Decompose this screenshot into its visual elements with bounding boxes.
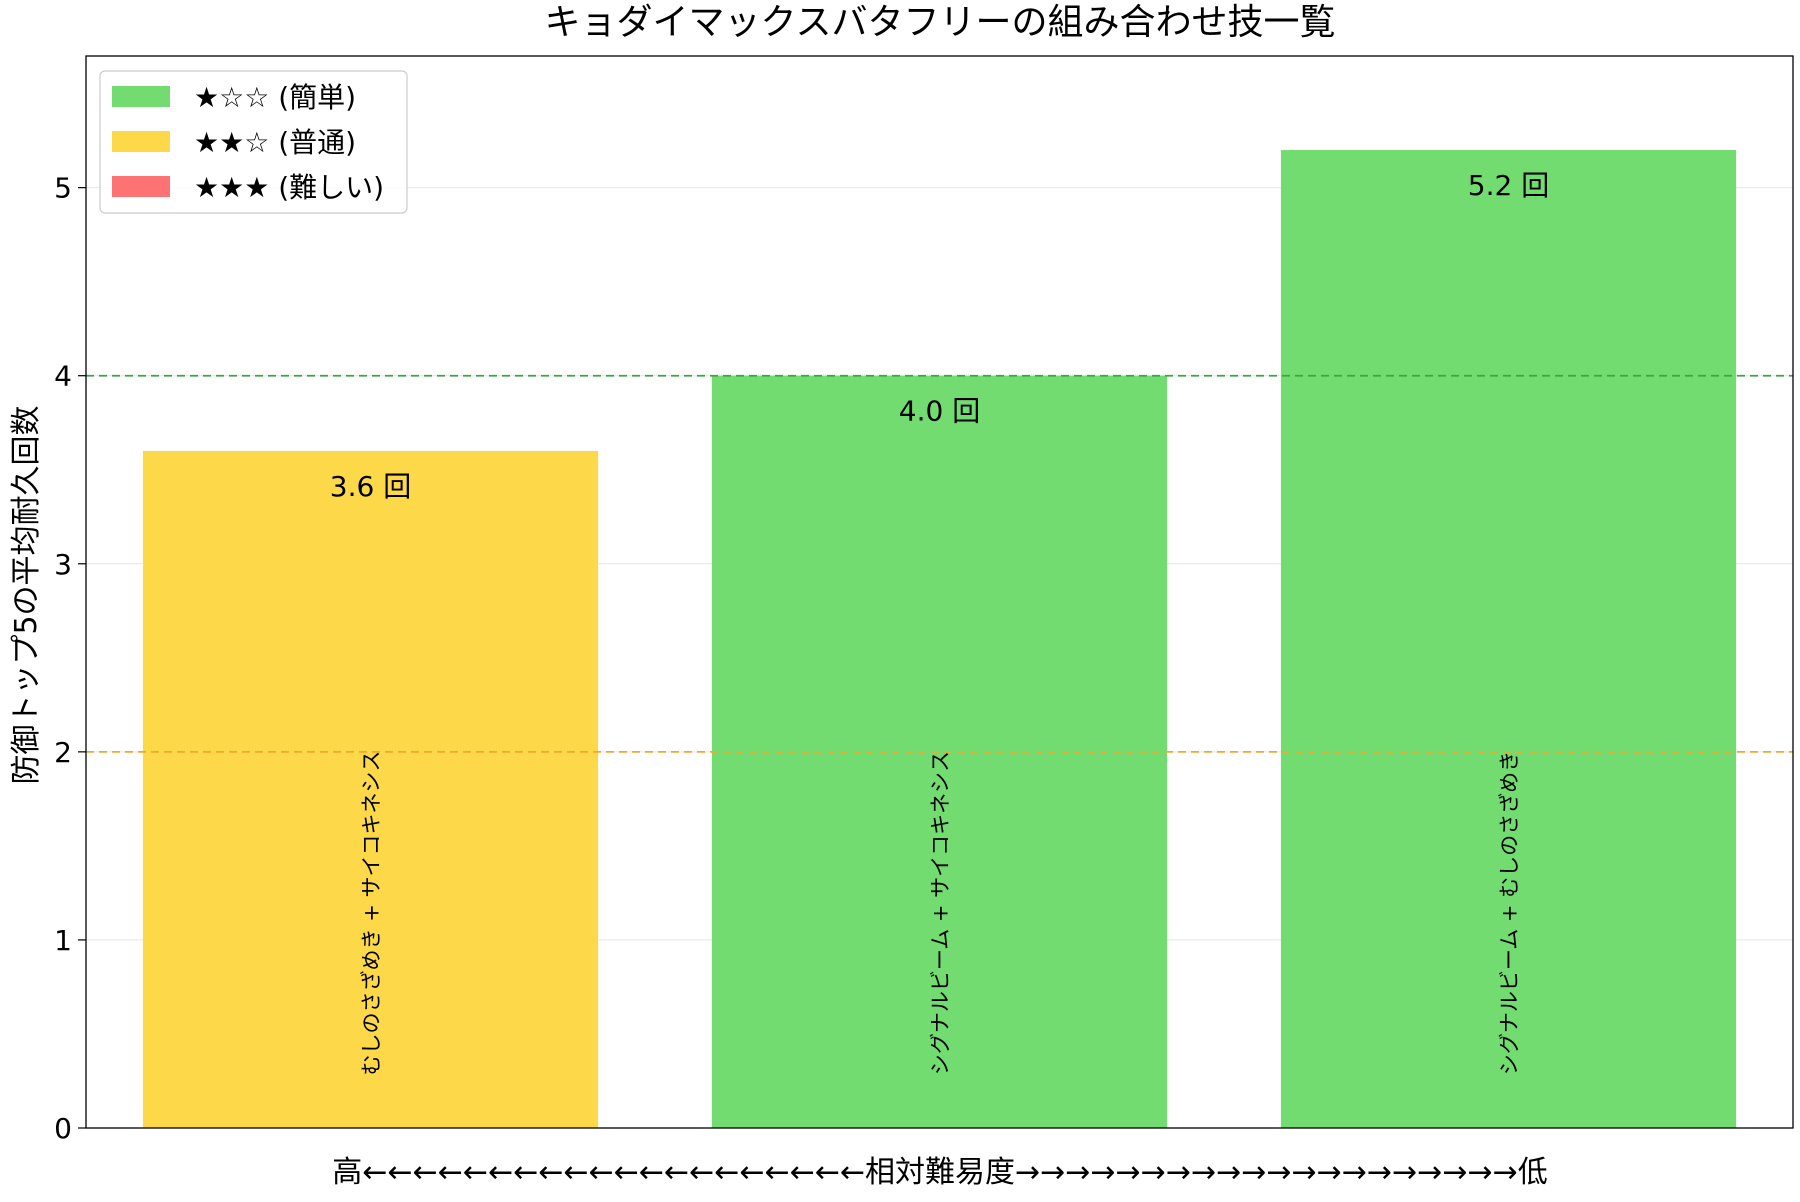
legend-swatch	[112, 86, 170, 107]
chart-title: キョダイマックスバタフリーの組み合わせ技一覧	[545, 2, 1336, 43]
x-axis-label: 高←←←←←←←←←←←←←←←←←←←←相対難易度→→→→→→→→→→→→→→…	[332, 1155, 1547, 1190]
y-axis-label: 防御トップ5の平均耐久回数	[9, 405, 44, 784]
legend-label: ★★★ (難しい)	[194, 171, 384, 204]
bar	[1280, 150, 1737, 1128]
legend-label: ★☆☆ (簡単)	[194, 81, 356, 114]
legend-swatch	[112, 131, 170, 152]
bar-value-label: 4.0 回	[899, 395, 980, 428]
category-label: むしのさざめき + サイコキネシス	[360, 751, 384, 1076]
legend: ★☆☆ (簡単) ★★☆ (普通) ★★★ (難しい)	[99, 70, 408, 214]
bar-value-label: 3.6 回	[330, 470, 411, 503]
category-label: シグナルビーム + むしのさざめき	[1498, 751, 1522, 1075]
legend-label: ★★☆ (普通)	[194, 126, 356, 159]
y-tick-label: 2	[54, 736, 72, 769]
y-tick-label: 5	[54, 172, 72, 205]
category-label: シグナルビーム + サイコキネシス	[929, 751, 953, 1075]
y-tick-label: 3	[54, 548, 72, 581]
bar	[142, 450, 599, 1128]
y-tick-label: 0	[54, 1112, 72, 1145]
y-tick-label: 4	[54, 360, 72, 393]
bar-value-label: 5.2 回	[1468, 169, 1549, 202]
legend-swatch	[112, 176, 170, 197]
legend-box	[99, 70, 408, 214]
y-tick-label: 1	[54, 924, 72, 957]
plot-frame	[85, 55, 1794, 1129]
